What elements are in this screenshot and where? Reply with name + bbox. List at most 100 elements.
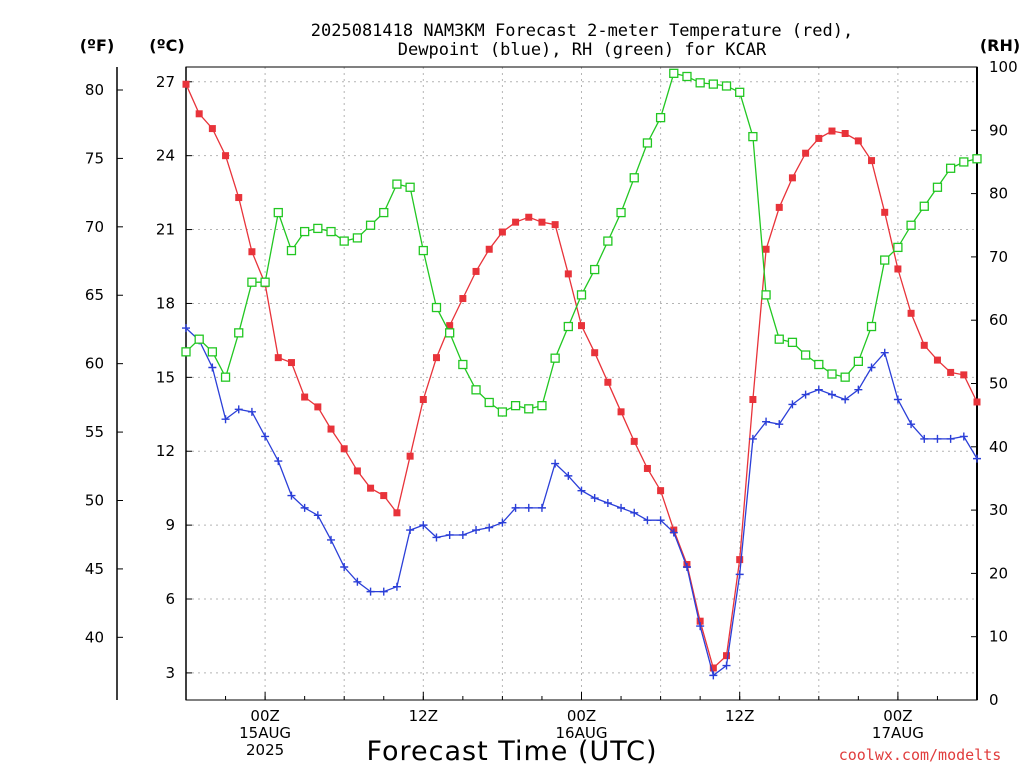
rh-point	[510, 401, 521, 411]
celsius-tick-label: 21	[156, 221, 175, 239]
dewpoint-point	[643, 516, 652, 525]
rh-point	[234, 328, 244, 338]
dewpoint-point	[893, 395, 902, 404]
temperature-point	[617, 408, 625, 416]
rh-point	[735, 87, 745, 97]
fahrenheit-tick-label: 75	[85, 149, 104, 167]
temperature-point	[630, 437, 638, 445]
dewpoint-point	[946, 434, 955, 443]
dewpoint-point	[577, 486, 586, 495]
rh-point	[550, 353, 560, 363]
dewpoint-point	[247, 407, 256, 416]
rh-point	[418, 245, 428, 256]
temperature-point	[446, 322, 454, 330]
rh-point	[313, 223, 323, 234]
dewpoint-point	[300, 503, 309, 512]
temperature-point	[604, 378, 612, 386]
temperature-point	[380, 492, 388, 500]
rh-point	[445, 328, 455, 338]
x-tick-label: 17AUG	[872, 724, 924, 742]
rh-point	[748, 131, 758, 142]
temperature-point	[340, 445, 348, 453]
rh-point	[339, 236, 349, 246]
rh-point	[603, 236, 613, 246]
temperature-line	[185, 83, 978, 670]
temperature-point	[788, 174, 796, 182]
dewpoint-point	[669, 528, 678, 537]
x-tick-label: 00Z	[250, 707, 279, 725]
temperature-point	[696, 617, 704, 625]
temperature-point	[881, 208, 889, 216]
celsius-tick-label: 15	[156, 368, 175, 386]
dewpoint-point	[498, 518, 507, 527]
temperature-point	[314, 403, 322, 411]
dewpoint-point	[340, 562, 349, 571]
rh-point	[866, 321, 877, 332]
dewpoint-point	[419, 521, 428, 530]
dewpoint-point	[432, 533, 441, 542]
rh-point	[721, 81, 732, 91]
dewpoint-point	[327, 535, 336, 544]
temperature-point	[419, 396, 427, 404]
temperature-point	[749, 396, 757, 404]
chart-axes	[116, 66, 978, 701]
dewpoint-point	[933, 434, 942, 443]
temperature-point	[472, 267, 480, 275]
dewpoint-point	[656, 516, 665, 525]
rh-point	[761, 290, 771, 300]
rh-axis-label: (RH)	[980, 36, 1020, 55]
rh-point	[484, 397, 494, 408]
rh-tick-label: 20	[989, 564, 1008, 582]
temperature-point	[538, 218, 546, 226]
temperature-point	[802, 149, 810, 157]
rh-point	[893, 242, 903, 253]
dewpoint-point	[313, 511, 322, 520]
series-dewpoint	[182, 324, 981, 680]
temperature-point	[657, 487, 665, 495]
dewpoint-point	[617, 503, 626, 512]
temperature-point	[841, 130, 849, 138]
temperature-point	[235, 194, 243, 202]
dewpoint-point	[551, 459, 560, 468]
rh-point	[352, 233, 363, 243]
temperature-point	[195, 110, 203, 118]
rh-tick-label: 40	[989, 438, 1008, 456]
temperature-point	[208, 125, 216, 133]
fahrenheit-axis-label: (ºF)	[80, 36, 115, 55]
rh-point	[919, 201, 929, 211]
x-tick-label: 2025	[246, 741, 284, 759]
rh-point	[405, 182, 415, 192]
dewpoint-point	[762, 417, 771, 426]
data-series	[181, 68, 982, 680]
x-tick-label: 00Z	[883, 707, 912, 725]
rh-point	[616, 207, 626, 218]
dewpoint-point	[722, 661, 731, 670]
dewpoint-point	[379, 587, 388, 596]
plot-frame	[185, 66, 978, 701]
dewpoint-point	[630, 508, 639, 517]
x-axis-title: Forecast Time (UTC)	[366, 736, 657, 767]
rh-point	[787, 337, 798, 348]
temperature-point	[274, 354, 282, 362]
dewpoint-point	[748, 434, 757, 443]
temperature-point	[564, 270, 572, 278]
dewpoint-point	[511, 503, 520, 512]
temperature-point	[406, 452, 414, 460]
temperature-point	[947, 368, 955, 376]
temperature-point	[775, 203, 783, 211]
rh-point	[669, 68, 679, 78]
rh-point	[392, 179, 402, 189]
dewpoint-point	[221, 415, 230, 424]
celsius-axis-label: (ºC)	[149, 36, 184, 55]
grid-lines	[186, 67, 978, 700]
rh-point	[840, 372, 850, 382]
chart-title-line-2: Dewpoint (blue), RH (green) for KCAR	[398, 40, 767, 60]
temperature-point	[222, 152, 230, 160]
dewpoint-point	[353, 577, 362, 586]
rh-point	[945, 163, 956, 173]
celsius-tick-label: 24	[156, 147, 175, 165]
dewpoint-point	[867, 363, 876, 372]
dewpoint-point	[182, 324, 190, 333]
temperature-point	[828, 127, 836, 135]
temperature-point	[301, 393, 309, 401]
